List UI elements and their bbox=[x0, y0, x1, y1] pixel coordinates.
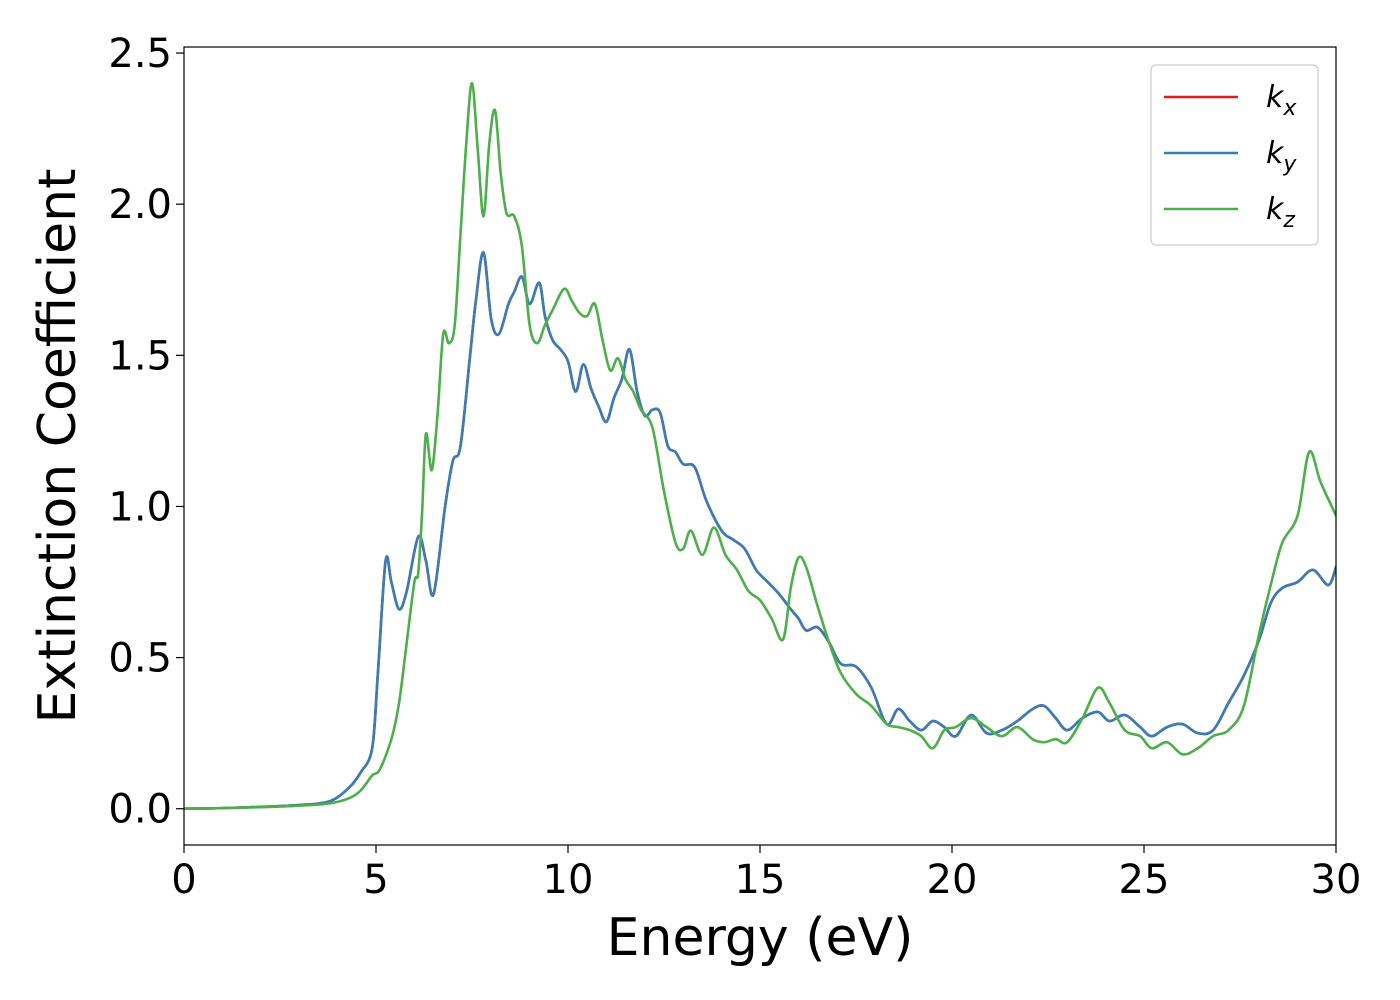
plot-frame bbox=[183, 46, 1337, 846]
legend-label-ky: ky bbox=[1266, 136, 1297, 177]
x-tick-label: 10 bbox=[543, 857, 594, 903]
legend-label-kx: kx bbox=[1266, 80, 1297, 121]
legend: kx ky kz bbox=[1150, 64, 1319, 246]
x-tick-label: 30 bbox=[1311, 857, 1362, 903]
y-tick-label: 1.0 bbox=[108, 484, 172, 530]
x-tick-label: 5 bbox=[363, 857, 388, 903]
y-axis-label: Extinction Coefficient bbox=[28, 169, 88, 724]
x-tick-label: 20 bbox=[927, 857, 978, 903]
y-tick-label: 0.5 bbox=[108, 636, 172, 682]
series-lines bbox=[184, 81, 1336, 811]
x-tick-label: 0 bbox=[171, 857, 196, 903]
series-line-kz bbox=[184, 81, 1336, 811]
y-tick-label: 2.5 bbox=[108, 31, 172, 77]
y-tick-label: 2.0 bbox=[108, 182, 172, 228]
y-tick-label: 1.5 bbox=[108, 333, 172, 379]
axis-ticks: 0 5 10 15 20 25 30 0.0 0.5 1.0 1.5 2.0 2.5 bbox=[108, 31, 1361, 903]
x-tick-label: 15 bbox=[735, 857, 786, 903]
x-axis-label: Energy (eV) bbox=[607, 908, 914, 968]
legend-label-kz: kz bbox=[1266, 192, 1295, 233]
y-tick-label: 0.0 bbox=[108, 787, 172, 833]
x-tick-label: 25 bbox=[1119, 857, 1170, 903]
legend-frame bbox=[1150, 64, 1319, 246]
series-line-ky bbox=[184, 251, 1336, 811]
